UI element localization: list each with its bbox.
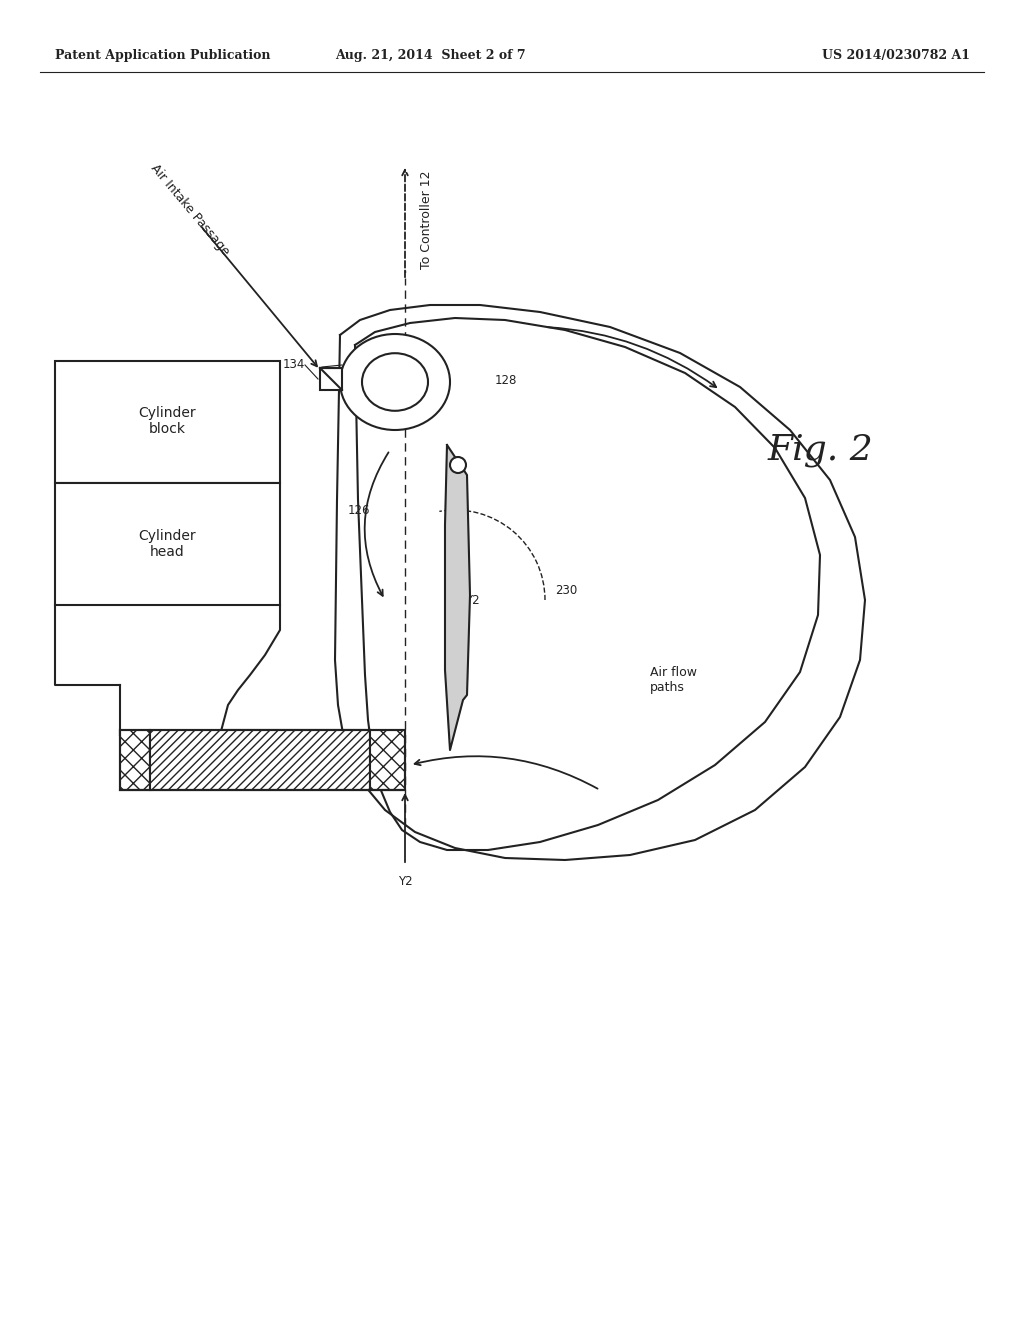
Text: 134: 134 bbox=[283, 359, 305, 371]
Text: Y2: Y2 bbox=[465, 594, 479, 606]
Ellipse shape bbox=[340, 334, 450, 430]
Text: 230: 230 bbox=[555, 583, 578, 597]
Text: Air flow
paths: Air flow paths bbox=[650, 667, 697, 694]
Text: 128: 128 bbox=[495, 374, 517, 387]
Bar bbox=[120, 730, 406, 789]
Bar bbox=[370, 730, 406, 789]
Text: Cylinder
block: Cylinder block bbox=[138, 407, 197, 437]
Text: US 2014/0230782 A1: US 2014/0230782 A1 bbox=[822, 49, 970, 62]
Text: 126: 126 bbox=[347, 503, 370, 516]
Text: Aug. 21, 2014  Sheet 2 of 7: Aug. 21, 2014 Sheet 2 of 7 bbox=[335, 49, 525, 62]
Bar bbox=[120, 730, 150, 789]
Text: 136: 136 bbox=[348, 354, 371, 367]
Ellipse shape bbox=[362, 354, 428, 411]
Text: Y2: Y2 bbox=[397, 875, 413, 888]
Bar bbox=[55, 360, 280, 483]
Circle shape bbox=[450, 457, 466, 473]
Bar bbox=[150, 730, 370, 789]
Text: Cylinder
head: Cylinder head bbox=[138, 528, 197, 558]
Polygon shape bbox=[445, 445, 470, 750]
Bar bbox=[55, 483, 280, 605]
Bar bbox=[319, 368, 342, 389]
Text: To Controller 12: To Controller 12 bbox=[420, 170, 433, 269]
Text: Patent Application Publication: Patent Application Publication bbox=[55, 49, 270, 62]
Text: Air Intake Passage: Air Intake Passage bbox=[148, 162, 232, 259]
Text: Fig. 2: Fig. 2 bbox=[767, 433, 872, 467]
